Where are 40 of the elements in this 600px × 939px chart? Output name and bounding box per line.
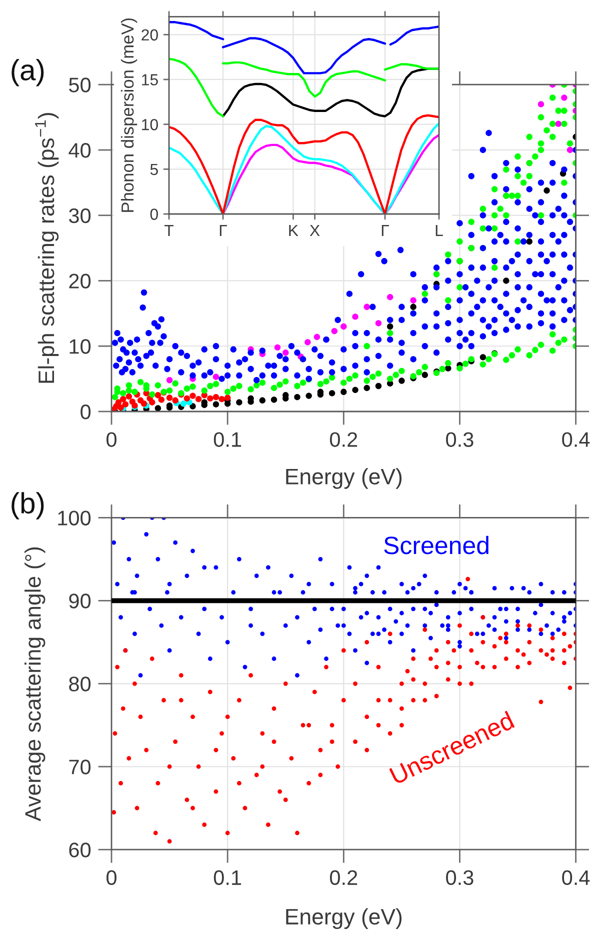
y-tick-label: 10: [142, 118, 158, 130]
series-label: Screened: [384, 536, 488, 554]
y-tick-label: 60: [69, 842, 91, 858]
chart-title: (a): [12, 59, 44, 86]
x-tick-label: 0.4: [562, 432, 590, 447]
x-tick-label: Γ: [220, 224, 227, 236]
y-tick-label: 40: [68, 142, 91, 158]
x-tick-label: 0.1: [214, 870, 242, 886]
x-tick-label: K: [289, 225, 298, 236]
x-tick-label: Γ: [382, 224, 389, 236]
y-axis-title: Phonon dispersion (meV): [120, 18, 138, 212]
y-tick-label: 30: [68, 208, 91, 224]
y-tick-label: 15: [142, 74, 158, 86]
x-tick-label: 0.2: [330, 870, 358, 886]
x-axis-title: Energy (eV): [286, 468, 402, 489]
x-tick-label: L: [436, 225, 443, 236]
x-tick-label: 0.4: [562, 870, 590, 886]
x-axis-title: Energy (eV): [286, 908, 402, 929]
y-axis-title: Average scattering angle (°): [24, 547, 46, 822]
x-tick-label: 0.3: [446, 432, 474, 447]
y-tick-label: 5: [150, 164, 158, 176]
x-tick-label: 0.3: [446, 870, 474, 886]
x-tick-label: 0: [106, 870, 116, 886]
x-tick-label: 0.2: [330, 432, 358, 447]
y-tick-label: 0: [80, 404, 91, 420]
chart-title: (b): [12, 492, 44, 520]
y-tick-label: 80: [69, 676, 91, 692]
x-tick-label: T: [164, 225, 174, 236]
y-tick-label: 50: [69, 78, 91, 92]
y-tick-label: 90: [69, 594, 91, 608]
y-tick-label: 100: [58, 510, 91, 526]
x-tick-label: X: [310, 225, 320, 236]
x-tick-label: 0.1: [214, 432, 242, 447]
x-tick-label: 0: [106, 432, 116, 447]
y-tick-label: 70: [69, 760, 91, 774]
y-tick-label: 0: [150, 208, 158, 220]
y-tick-label: 20: [69, 274, 91, 288]
y-axis-title: El-ph scattering rates (ps$^{−1}$): [35, 113, 59, 383]
y-tick-label: 20: [142, 29, 158, 41]
y-tick-label: 10: [70, 339, 91, 354]
